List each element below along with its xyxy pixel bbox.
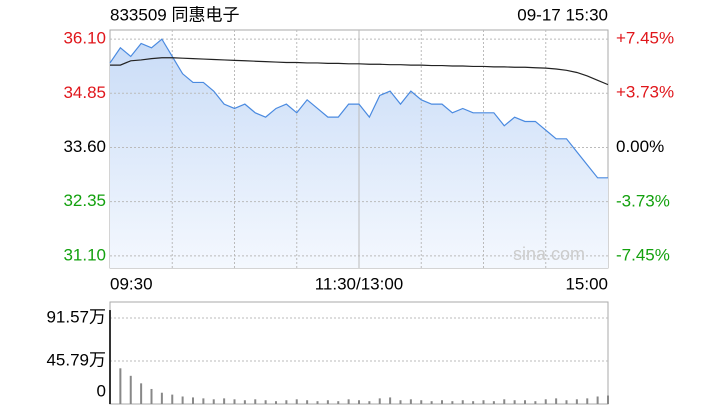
volume-bar xyxy=(430,401,433,404)
volume-bar xyxy=(461,400,464,404)
volume-bar xyxy=(378,398,381,404)
y2-tick-label: 0.00% xyxy=(616,137,664,156)
volume-bar xyxy=(575,399,578,404)
volume-bar xyxy=(441,400,443,404)
volume-bar xyxy=(192,397,194,404)
y-tick-label: 31.10 xyxy=(63,245,106,264)
volume-bar xyxy=(140,383,143,404)
volume-bar xyxy=(482,400,485,404)
x-tick-label: 11:30/13:00 xyxy=(315,274,404,293)
volume-bar xyxy=(129,375,132,404)
y-tick-label: 91.57万 xyxy=(46,307,106,326)
volume-bar xyxy=(212,399,215,404)
y2-tick-label: -3.73% xyxy=(616,191,670,210)
y2-tick-label: -7.45% xyxy=(616,246,670,265)
volume-bar xyxy=(171,394,174,404)
volume-bar xyxy=(233,399,236,404)
volume-bar xyxy=(607,395,609,404)
volume-bar xyxy=(389,397,392,404)
volume-bar xyxy=(399,400,402,404)
volume-bar xyxy=(596,396,599,404)
y-tick-label: 32.35 xyxy=(63,191,106,210)
volume-bar xyxy=(534,401,537,404)
y-tick-label: 33.60 xyxy=(63,137,106,156)
volume-bar xyxy=(295,399,298,404)
x-tick-label: 15:00 xyxy=(565,274,608,293)
volume-bar xyxy=(586,398,589,404)
y-tick-label: 34.85 xyxy=(63,83,106,102)
volume-bar xyxy=(503,399,506,404)
watermark: sina.com xyxy=(513,244,585,264)
volume-bar xyxy=(555,398,558,404)
volume-bar xyxy=(109,310,111,404)
y2-tick-label: +7.45% xyxy=(616,29,674,48)
volume-bar xyxy=(513,400,516,404)
volume-bar xyxy=(368,401,371,404)
volume-bar xyxy=(254,399,257,404)
price-line xyxy=(109,38,608,179)
volume-bar xyxy=(306,400,309,404)
volume-bar xyxy=(358,400,360,404)
volume-bar xyxy=(451,401,454,404)
y-tick-label: 45.79万 xyxy=(46,350,106,369)
volume-bar xyxy=(409,399,412,404)
chart-title: 833509 同惠电子 xyxy=(110,5,239,24)
volume-bar xyxy=(472,401,475,404)
volume-bar xyxy=(347,399,350,404)
volume-bar xyxy=(160,392,163,404)
volume-bar xyxy=(181,396,184,404)
volume-bar xyxy=(316,401,319,404)
volume-bar xyxy=(326,400,329,404)
volume-bar xyxy=(243,400,246,404)
volume-frame xyxy=(109,301,609,405)
volume-bar xyxy=(565,400,568,404)
volume-bar xyxy=(223,398,226,404)
y2-tick-label: +3.73% xyxy=(616,83,674,102)
timestamp: 09-17 15:30 xyxy=(517,5,608,24)
average-line xyxy=(110,57,609,86)
volume-bar xyxy=(264,400,267,404)
y-tick-label: 36.10 xyxy=(63,29,106,48)
volume-bar xyxy=(337,401,340,404)
volume-bar xyxy=(544,399,547,404)
volume-bar xyxy=(420,400,423,404)
y-tick-label: 0 xyxy=(97,381,106,400)
volume-bar xyxy=(524,400,526,404)
volume-bar xyxy=(285,400,288,404)
volume-bar xyxy=(119,368,122,404)
volume-bar xyxy=(275,401,277,404)
volume-bar xyxy=(202,398,205,404)
volume-bar xyxy=(492,401,495,404)
x-tick-label: 09:30 xyxy=(110,274,153,293)
volume-bar xyxy=(150,388,153,404)
